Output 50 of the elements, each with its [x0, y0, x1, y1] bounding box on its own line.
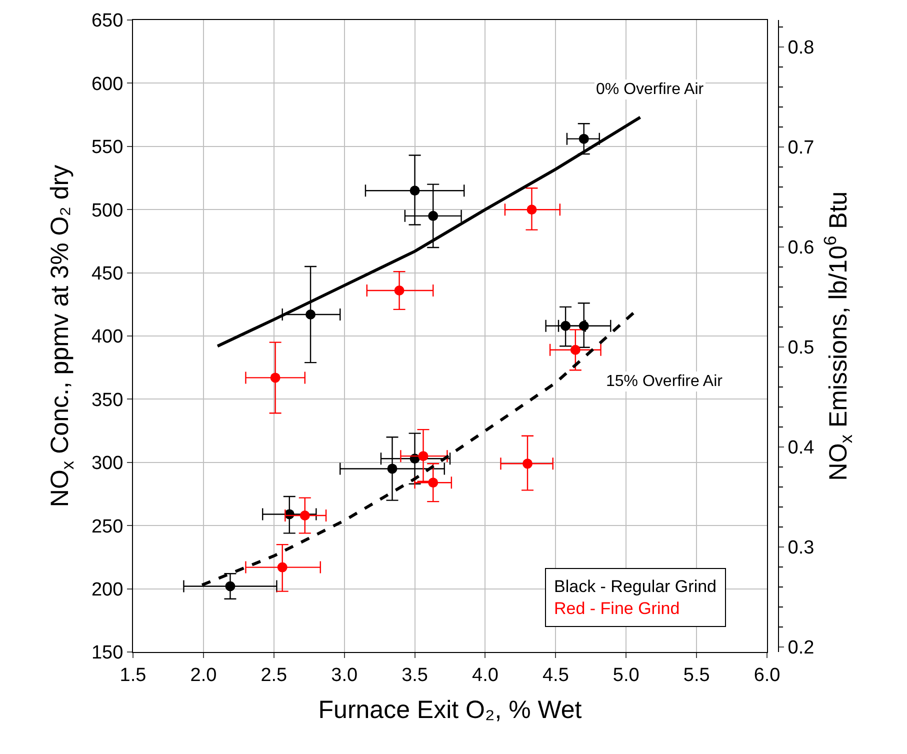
point	[270, 372, 280, 383]
y2-tick-label: 0.7	[788, 138, 814, 159]
point	[410, 186, 420, 196]
point	[300, 510, 310, 520]
y2-tick-label: 0.3	[788, 538, 814, 559]
x-tick-label: 1.5	[120, 664, 146, 686]
point	[387, 464, 398, 474]
y2-tick-label: 0.5	[788, 338, 814, 359]
x-tick-label: 6.0	[754, 664, 780, 686]
y-tick-label: 650	[91, 10, 124, 32]
y-tick-label: 250	[91, 516, 124, 538]
x-tick-label: 3.5	[402, 664, 428, 686]
point	[277, 562, 288, 572]
point	[428, 478, 438, 488]
y-tick-label: 600	[91, 74, 124, 95]
point	[560, 320, 571, 331]
y-tick-label: 450	[91, 263, 124, 284]
x-tick-label: 5.5	[683, 664, 710, 686]
y2-tick-label: 0.6	[788, 238, 814, 259]
y-tick-label: 350	[91, 390, 124, 411]
point	[570, 344, 580, 355]
point	[428, 210, 438, 221]
point	[526, 204, 537, 215]
x-tick-label: 3.0	[331, 664, 358, 686]
x-tick-label: 4.0	[472, 664, 498, 686]
point	[522, 458, 533, 469]
point	[418, 451, 428, 462]
y2-tick-label: 0.4	[788, 438, 815, 459]
x-tick-label: 2.0	[190, 664, 217, 686]
y-tick-label: 300	[91, 453, 124, 474]
x-tick-label: 4.5	[542, 664, 569, 686]
y-tick-label: 500	[91, 200, 124, 222]
point	[578, 134, 589, 144]
y-tick-label: 550	[91, 137, 124, 158]
x-tick-label: 5.0	[612, 664, 640, 686]
series-label: 0% Overfire Air	[596, 81, 704, 98]
series-label: 15% Overfire Air	[606, 373, 724, 390]
annotation: Red - Fine Grind	[554, 599, 680, 618]
point	[306, 310, 316, 320]
annotation: Black - Regular Grind	[554, 577, 717, 596]
point	[225, 581, 236, 592]
y2-tick-label: 0.8	[788, 38, 814, 59]
y-tick-label: 400	[91, 326, 124, 348]
x-tick-label: 2.5	[260, 664, 288, 686]
y-tick-label: 150	[91, 642, 124, 664]
point	[578, 320, 589, 331]
y2-tick-label: 0.2	[788, 638, 814, 659]
point	[394, 286, 404, 296]
y-tick-label: 200	[91, 579, 124, 600]
x-axis-title: Furnace Exit O₂, % Wet	[318, 696, 582, 724]
